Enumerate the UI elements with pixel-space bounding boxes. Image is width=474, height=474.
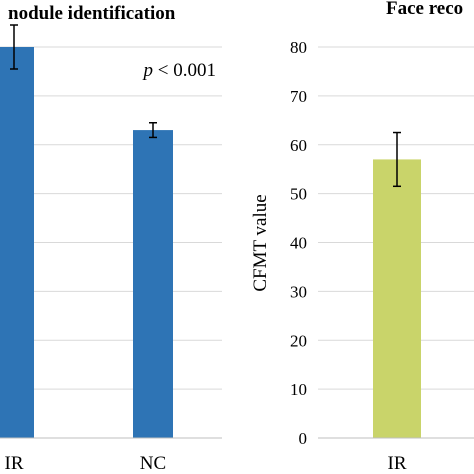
right-y-tick-label: 20	[290, 331, 307, 350]
right-y-tick-label: 60	[290, 136, 307, 155]
right-chart-title: Face reco	[386, 0, 463, 19]
left-bar-nc	[133, 130, 173, 438]
p-threshold: < 0.001	[153, 60, 216, 81]
p-value-annotation: p < 0.001	[142, 60, 216, 81]
right-y-tick-label: 50	[290, 185, 307, 204]
left-chart-title: nodule identification	[8, 3, 176, 24]
right-chart: Face reco CFMT value 0 10 20 30 40 50 60 70 80 I…	[250, 0, 474, 474]
left-category-labels: IR NC	[5, 453, 167, 474]
left-bar-ir	[0, 47, 34, 438]
right-y-tick-label: 70	[290, 87, 307, 106]
left-chart: nodule identification IR NC p < 0.001	[0, 3, 222, 474]
right-y-tick-labels: 0 10 20 30 40 50 60 70 80	[290, 38, 307, 448]
right-category-labels: IR	[388, 453, 407, 474]
p-symbol: p	[142, 60, 154, 81]
left-category-label-ir: IR	[5, 453, 24, 474]
left-gridlines	[0, 46, 222, 390]
right-y-tick-label: 30	[290, 282, 307, 301]
right-y-tick-label: 0	[299, 429, 308, 448]
right-y-tick-label: 40	[290, 234, 307, 253]
left-category-label-nc: NC	[140, 453, 166, 474]
right-y-tick-label: 10	[290, 380, 307, 399]
right-category-label-ir: IR	[388, 453, 407, 474]
right-y-tick-label: 80	[290, 38, 307, 57]
right-bars	[373, 131, 421, 438]
right-bar-ir	[373, 159, 421, 438]
right-y-axis-label: CFMT value	[250, 194, 271, 291]
left-bars	[0, 24, 173, 438]
